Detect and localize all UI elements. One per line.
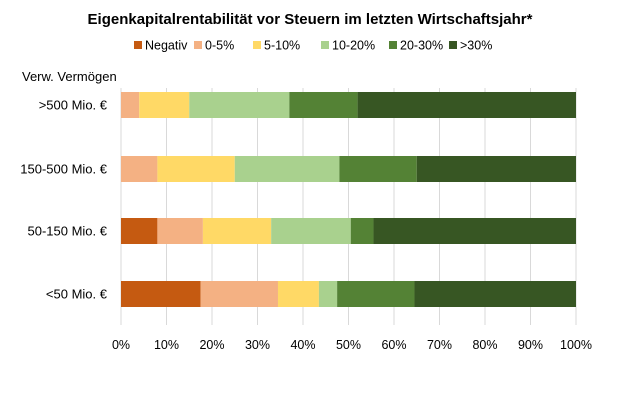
bar-segment [339, 156, 417, 182]
chart-title: Eigenkapitalrentabilität vor Steuern im … [88, 11, 533, 28]
bar-segment [121, 92, 140, 118]
legend-label: 10-20% [332, 39, 375, 53]
category-label: 50-150 Mio. € [28, 224, 108, 239]
bar-segment [337, 281, 415, 307]
legend-label: 20-30% [400, 39, 443, 53]
legend-swatch [389, 41, 397, 49]
bar-segment [121, 281, 201, 307]
bar-segment [121, 156, 158, 182]
bar-segment [414, 281, 576, 307]
legend-swatch [321, 41, 329, 49]
x-tick-label: 40% [290, 338, 315, 352]
legend-label: 0-5% [205, 39, 234, 53]
bars [121, 92, 576, 307]
legend-label: Negativ [145, 39, 188, 53]
legend-swatch [134, 41, 142, 49]
legend-label: 5-10% [264, 39, 300, 53]
legend-swatch [449, 41, 457, 49]
x-tick-labels: 0% 10% 20% 30% 40% 50% 60% 70% 80% 90% 100% [112, 338, 592, 352]
bar-segment [157, 218, 203, 244]
bar-segment [416, 156, 576, 182]
legend-label: >30% [460, 39, 492, 53]
category-label: <50 Mio. € [46, 287, 108, 302]
bar-segment [200, 281, 278, 307]
bar-segment [350, 218, 374, 244]
category-label: 150-500 Mio. € [20, 162, 107, 177]
category-label: >500 Mio. € [39, 98, 108, 113]
legend-swatch [253, 41, 261, 49]
bar-segment [277, 281, 319, 307]
bar-segment [357, 92, 576, 118]
bar-segment [121, 218, 158, 244]
legend: Negativ 0-5% 5-10% 10-20% 20-30% >30% [134, 39, 492, 53]
bar-segment [271, 218, 351, 244]
bar-segment [234, 156, 340, 182]
x-tick-label: 60% [381, 338, 406, 352]
category-labels: >500 Mio. € 150-500 Mio. € 50-150 Mio. € <5… [20, 98, 108, 302]
x-tick-label: 100% [560, 338, 592, 352]
bar-segment [189, 92, 290, 118]
bar-segment [139, 92, 190, 118]
x-tick-label: 30% [245, 338, 270, 352]
bar-segment [289, 92, 358, 118]
x-tick-label: 90% [518, 338, 543, 352]
x-tick-label: 20% [199, 338, 224, 352]
x-tick-label: 70% [427, 338, 452, 352]
legend-swatch [194, 41, 202, 49]
x-tick-label: 80% [472, 338, 497, 352]
x-tick-label: 0% [112, 338, 130, 352]
bar-segment [157, 156, 235, 182]
x-tick-label: 50% [336, 338, 361, 352]
bar-segment [318, 281, 338, 307]
bar-segment [202, 218, 272, 244]
bar-segment [373, 218, 576, 244]
x-tick-label: 10% [154, 338, 179, 352]
y-axis-label: Verw. Vermögen [22, 69, 117, 84]
